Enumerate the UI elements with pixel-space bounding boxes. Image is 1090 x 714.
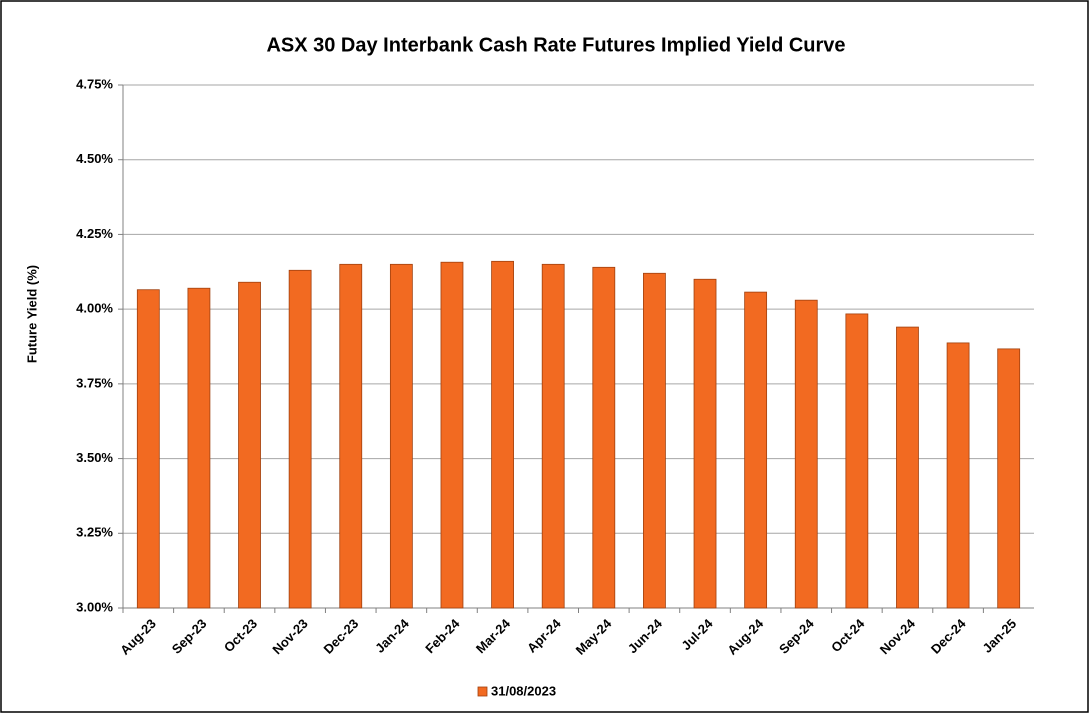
legend-swatch (477, 686, 488, 697)
y-tick-label: 3.00% (76, 599, 113, 614)
bar (997, 348, 1021, 609)
bar (643, 272, 666, 609)
bar (845, 313, 869, 609)
bar (491, 260, 514, 609)
bar (339, 263, 363, 609)
y-axis-label: Future Yield (%) (24, 265, 39, 363)
bar (238, 281, 261, 609)
y-tick-label: 4.50% (76, 151, 113, 166)
bar (440, 261, 464, 609)
y-tick-label: 4.00% (76, 301, 113, 316)
y-tick-label: 4.75% (76, 76, 113, 91)
bar (541, 263, 565, 609)
y-tick-label: 4.25% (76, 226, 113, 241)
bar (187, 287, 211, 609)
y-tick-label: 3.75% (76, 375, 113, 390)
y-tick-label: 3.25% (76, 525, 113, 540)
chart-title: ASX 30 Day Interbank Cash Rate Futures I… (266, 34, 845, 56)
y-tick-label: 3.50% (76, 450, 113, 465)
bar (946, 342, 970, 609)
bar (744, 291, 768, 609)
bar (896, 326, 919, 609)
bar (592, 266, 616, 609)
bar (288, 269, 312, 609)
legend-label: 31/08/2023 (491, 683, 556, 698)
bar (693, 278, 717, 609)
bar (136, 289, 160, 609)
bar (389, 263, 413, 609)
bar (794, 299, 818, 609)
